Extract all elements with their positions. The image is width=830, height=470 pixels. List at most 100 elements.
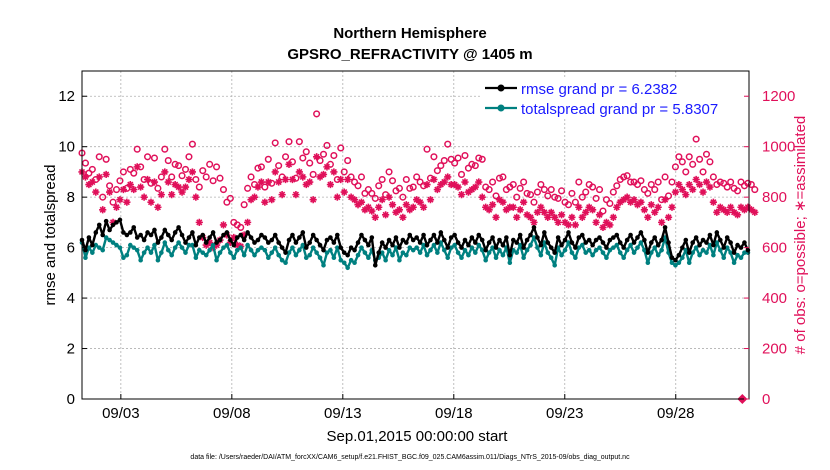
totalspread-point	[110, 240, 116, 245]
rmse-point	[96, 222, 102, 228]
totalspread-point	[203, 252, 209, 258]
totalspread-point	[169, 252, 175, 258]
obs-possible-point	[364, 186, 372, 194]
rmse-point	[355, 240, 361, 245]
obs-assimilated-point	[699, 188, 707, 196]
totalspread-point	[90, 250, 95, 255]
obs-possible-point	[606, 199, 614, 208]
obs-possible-point	[537, 180, 545, 189]
obs-assimilated-point	[530, 218, 538, 226]
rmse-point	[597, 235, 602, 240]
rmse-point	[573, 245, 578, 250]
rmse-point	[328, 235, 333, 240]
obs-assimilated-point	[595, 211, 604, 219]
obs-assimilated-point	[88, 178, 96, 186]
rmse-point	[241, 237, 247, 243]
obs-assimilated-point	[382, 211, 390, 219]
totalspread-point	[279, 257, 285, 263]
obs-assimilated-point	[471, 183, 479, 191]
obs-assimilated-point	[544, 213, 552, 221]
obs-assimilated-point	[330, 168, 338, 176]
rmse-point	[731, 250, 737, 255]
totalspread-point	[400, 250, 406, 255]
rmse-point	[555, 235, 561, 240]
legend-spread-marker	[497, 104, 505, 112]
obs-possible-point	[733, 187, 742, 195]
totalspread-point	[186, 242, 192, 248]
rmse-point	[721, 245, 727, 250]
obs-assimilated-point	[109, 218, 117, 226]
obs-possible-point	[492, 192, 500, 200]
totalspread-point	[155, 257, 161, 263]
obs-assimilated-point	[564, 221, 573, 229]
totalspread-point	[528, 242, 533, 248]
totalspread-point	[224, 242, 230, 248]
obs-possible-point	[206, 160, 214, 168]
obs-possible-point	[644, 189, 652, 197]
totalspread-point	[721, 255, 727, 261]
obs-assimilated-point	[716, 203, 724, 211]
obs-possible-point	[706, 158, 714, 166]
obs-assimilated-point	[337, 175, 345, 184]
rmse-point	[397, 245, 402, 250]
obs-possible-point	[523, 189, 531, 197]
totalspread-point	[134, 247, 140, 253]
obs-assimilated-point	[499, 198, 507, 206]
rmse-point	[724, 235, 730, 240]
rmse-point	[252, 240, 257, 245]
obs-assimilated-point	[202, 241, 210, 249]
totalspread-point	[517, 242, 523, 248]
obs-assimilated-point	[292, 191, 300, 199]
chart-subtitle: GPSRO_REFRACTIVITY @ 1405 m	[287, 46, 532, 63]
obs-assimilated-point	[509, 203, 517, 211]
obs-assimilated-point	[533, 208, 542, 216]
obs-assimilated-point	[578, 213, 586, 221]
totalspread-point	[535, 245, 540, 250]
totalspread-point	[297, 247, 302, 253]
rmse-point	[379, 240, 385, 245]
obs-possible-point	[330, 151, 338, 160]
obs-assimilated-point	[143, 175, 152, 184]
rmse-point	[435, 240, 440, 245]
rmse-point	[207, 235, 212, 240]
obs-assimilated-point	[402, 201, 410, 209]
totalspread-point	[324, 250, 330, 255]
obs-assimilated-point	[654, 203, 662, 211]
obs-possible-point	[578, 193, 586, 201]
obs-possible-point	[620, 173, 628, 181]
obs-possible-point	[423, 145, 431, 153]
rmse-point	[500, 242, 506, 248]
obs-assimilated-point	[126, 180, 134, 189]
obs-assimilated-point	[281, 175, 290, 184]
totalspread-point	[141, 250, 147, 255]
obs-assimilated-point	[644, 213, 652, 221]
totalspread-point	[724, 245, 730, 250]
obs-possible-point	[571, 198, 579, 206]
totalspread-point	[731, 260, 737, 266]
rmse-point	[631, 240, 637, 245]
obs-assimilated-point	[154, 203, 162, 211]
rmse-point	[317, 242, 323, 248]
obs-possible-point	[727, 178, 735, 186]
obs-possible-point	[633, 180, 642, 189]
obs-possible-point	[613, 182, 621, 190]
obs-possible-point	[664, 192, 673, 200]
legend-rmse-marker	[497, 84, 505, 92]
totalspread-point	[431, 242, 437, 248]
obs-possible-point	[668, 178, 676, 186]
totalspread-point	[328, 247, 333, 253]
y2-tick-label: 600	[762, 240, 787, 257]
totalspread-point	[638, 240, 644, 245]
rmse-point	[383, 245, 388, 250]
obs-assimilated-point	[675, 180, 683, 189]
totalspread-point	[448, 245, 454, 250]
obs-possible-point	[150, 154, 159, 162]
plot-frame	[81, 70, 750, 400]
totalspread-point	[96, 245, 102, 250]
totalspread-point	[711, 252, 716, 258]
obs-assimilated-point	[119, 185, 128, 194]
obs-assimilated-point	[175, 183, 183, 191]
obs-possible-point	[226, 194, 234, 202]
x-axis-ticks: 09/03 09/08 09/13 09/18 09/23 09/28	[102, 394, 695, 422]
rmse-point	[217, 237, 223, 243]
